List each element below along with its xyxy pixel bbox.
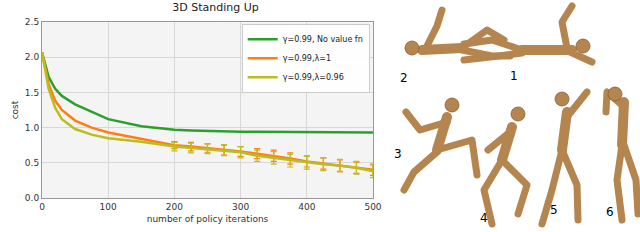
svg-text:2.5: 2.5 — [25, 17, 39, 27]
svg-text:3D Standing Up: 3D Standing Up — [172, 1, 259, 14]
svg-text:cost: cost — [10, 100, 20, 119]
svg-text:1: 1 — [510, 69, 518, 83]
svg-text:0: 0 — [39, 202, 45, 212]
svg-text:0.5: 0.5 — [25, 158, 39, 168]
svg-text:number of policy iterations: number of policy iterations — [147, 214, 269, 224]
svg-text:500: 500 — [364, 202, 381, 212]
svg-text:3: 3 — [394, 147, 402, 161]
svg-text:200: 200 — [166, 202, 183, 212]
svg-text:6: 6 — [606, 205, 614, 219]
svg-text:1.0: 1.0 — [25, 123, 40, 133]
svg-text:5: 5 — [550, 203, 558, 217]
svg-text:1.5: 1.5 — [25, 88, 39, 98]
svg-text:γ=0.99,λ=1: γ=0.99,λ=1 — [283, 54, 331, 63]
svg-text:4: 4 — [480, 211, 488, 225]
svg-text:γ=0.99,λ=0.96: γ=0.99,λ=0.96 — [283, 73, 344, 82]
svg-text:2: 2 — [400, 71, 408, 85]
svg-text:2.0: 2.0 — [25, 52, 40, 62]
svg-text:100: 100 — [100, 202, 117, 212]
svg-text:300: 300 — [232, 202, 249, 212]
svg-text:400: 400 — [298, 202, 315, 212]
svg-text:γ=0.99, No value fn: γ=0.99, No value fn — [283, 35, 363, 44]
svg-text:0.0: 0.0 — [25, 193, 40, 203]
